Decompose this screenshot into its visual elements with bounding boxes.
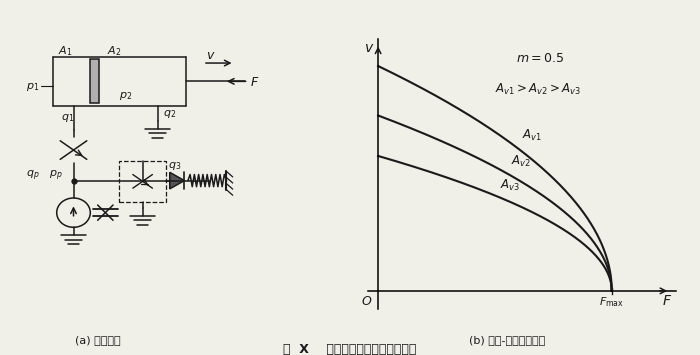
- Text: $p_2$: $p_2$: [119, 90, 132, 102]
- Text: (a) 调速回路: (a) 调速回路: [75, 334, 121, 345]
- Text: $A_2$: $A_2$: [106, 44, 121, 58]
- Bar: [90, 59, 99, 103]
- Text: 图  X    节流阀的进口节流调速回路: 图 X 节流阀的进口节流调速回路: [284, 343, 416, 355]
- Text: $F$: $F$: [662, 295, 673, 308]
- Text: $F$: $F$: [251, 76, 260, 89]
- Text: $A_{v2}$: $A_{v2}$: [511, 154, 531, 169]
- Text: $m=0.5$: $m=0.5$: [516, 51, 564, 65]
- Text: $A_1$: $A_1$: [57, 44, 72, 58]
- Text: $q_2$: $q_2$: [162, 109, 176, 120]
- Text: $F_{\rm max}$: $F_{\rm max}$: [599, 295, 624, 309]
- Text: $v$: $v$: [206, 49, 216, 62]
- Text: $O$: $O$: [360, 295, 372, 308]
- Text: $v$: $v$: [363, 41, 374, 55]
- Bar: [119, 161, 167, 202]
- Text: $p_p$: $p_p$: [49, 168, 63, 183]
- Text: $q_3$: $q_3$: [168, 160, 181, 173]
- Text: $q_1$: $q_1$: [62, 111, 74, 124]
- Text: $p_1$: $p_1$: [27, 81, 40, 93]
- Text: (b) 速度-负载特性曲线: (b) 速度-负载特性曲线: [470, 334, 545, 345]
- Text: $A_{v1}>A_{v2}>A_{v3}$: $A_{v1}>A_{v2}>A_{v3}$: [495, 82, 581, 97]
- Polygon shape: [169, 172, 185, 189]
- Text: $A_{v3}$: $A_{v3}$: [500, 178, 520, 193]
- Text: $q_p$: $q_p$: [27, 168, 40, 183]
- Text: $A_{v1}$: $A_{v1}$: [522, 127, 542, 143]
